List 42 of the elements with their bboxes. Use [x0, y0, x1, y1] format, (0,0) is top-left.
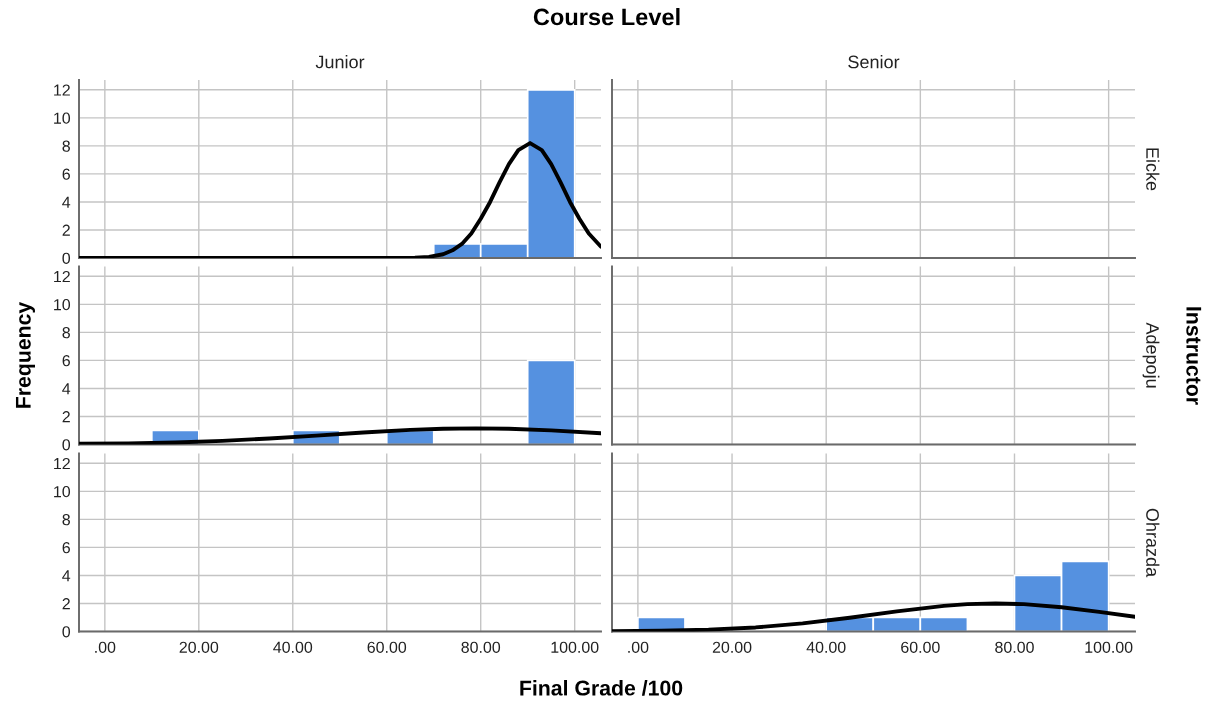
text: Instructor	[1186, 307, 1202, 405]
y2-axis-title: Adepoju	[1142, 322, 1160, 388]
y-tick-label: 12	[54, 457, 70, 470]
y-tick-label: 0	[62, 439, 71, 451]
y-tick-label: 0	[62, 252, 71, 264]
x-tick-label: 100.00	[551, 641, 599, 653]
y-tick-label: 0	[62, 626, 71, 638]
y-tick-label: 2	[62, 224, 70, 236]
x-tick-label: .00	[628, 641, 649, 653]
y-tick-label: 10	[54, 485, 71, 498]
x-tick-label: 80.00	[995, 641, 1034, 653]
x-tick-label: 100.00	[1085, 641, 1133, 653]
y-tick-label: 6	[62, 355, 70, 367]
y2-axis-title: Eicke	[1146, 148, 1160, 191]
x-tick-label: 60.00	[367, 641, 407, 653]
y-tick-label: 8	[62, 514, 70, 526]
x-tick-label: .00	[95, 641, 116, 653]
y-tick-label: 8	[62, 327, 70, 339]
y-axis-title: Frequency	[15, 301, 35, 408]
y-tick-label: 4	[62, 196, 71, 208]
y-tick-label: 4	[62, 570, 71, 582]
y-tick-label: 2	[62, 411, 70, 423]
chart-subtitle: Junior	[315, 55, 365, 69]
y-tick-label: 10	[54, 112, 71, 124]
x-tick-label: 40.00	[806, 641, 846, 653]
y-tick-label: 6	[62, 168, 70, 180]
x-tick-label: 20.00	[712, 641, 752, 653]
y-tick-label: 12	[54, 84, 70, 96]
y-tick-label: 6	[62, 542, 70, 554]
x-tick-label: 60.00	[901, 641, 940, 653]
y-tick-label: 8	[62, 140, 70, 152]
y-tick-label: 4	[62, 383, 71, 395]
chart-subtitle: Senior	[848, 55, 900, 69]
x-tick-label: 40.00	[273, 641, 313, 653]
y2-axis-title: Ohrazda	[1146, 508, 1160, 578]
x-tick-label: 20.00	[179, 641, 219, 653]
x-axis-title: Final Grade /100	[520, 680, 683, 696]
y-tick-label: 2	[62, 598, 70, 610]
chart-title: Course Level	[533, 8, 680, 26]
y-tick-label: 10	[54, 298, 71, 311]
x-tick-label: 80.00	[461, 641, 501, 653]
y-tick-label: 12	[54, 270, 70, 283]
